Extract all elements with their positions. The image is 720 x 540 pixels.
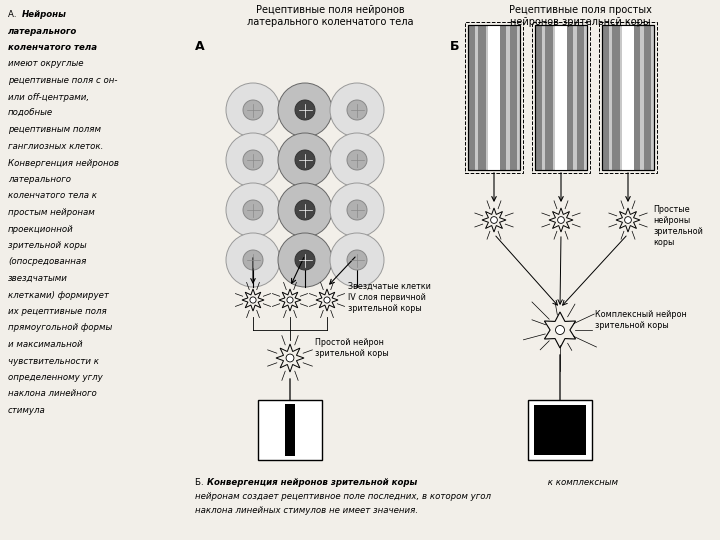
Circle shape	[625, 217, 631, 224]
Text: прямоугольной формы: прямоугольной формы	[8, 323, 112, 333]
Circle shape	[347, 150, 367, 170]
Circle shape	[490, 217, 498, 224]
Text: или off-центрами,: или off-центрами,	[8, 92, 89, 102]
Circle shape	[287, 297, 293, 303]
Bar	[535, 25, 542, 170]
Circle shape	[278, 83, 332, 137]
Circle shape	[243, 250, 263, 270]
Circle shape	[330, 233, 384, 287]
Bar	[602, 25, 654, 170]
Text: Б: Б	[450, 40, 459, 53]
Bar	[487, 25, 500, 170]
Circle shape	[226, 83, 280, 137]
Bar	[468, 25, 520, 170]
Bar	[546, 25, 553, 170]
Text: коленчатого тела к: коленчатого тела к	[8, 192, 97, 200]
Text: подобные: подобные	[8, 109, 53, 118]
Circle shape	[295, 200, 315, 220]
Circle shape	[278, 183, 332, 237]
Text: нейронам создает рецептивное поле последних, в котором угол: нейронам создает рецептивное поле послед…	[195, 492, 491, 501]
Text: и максимальной: и максимальной	[8, 340, 83, 349]
Circle shape	[243, 200, 263, 220]
Circle shape	[330, 133, 384, 187]
Bar	[534, 405, 586, 455]
Text: имеют округлые: имеют округлые	[8, 59, 84, 69]
Bar	[554, 25, 567, 170]
Text: Б.: Б.	[195, 478, 207, 487]
Bar	[577, 25, 584, 170]
Bar	[535, 25, 587, 170]
Text: наклона линейных стимулов не имеет значения.: наклона линейных стимулов не имеет значе…	[195, 506, 418, 515]
Text: рецептивные поля с он-: рецептивные поля с он-	[8, 76, 117, 85]
Text: латерального: латерального	[8, 175, 71, 184]
Circle shape	[347, 250, 367, 270]
Bar	[258, 400, 322, 460]
Bar	[644, 25, 651, 170]
Text: Комплексный нейрон
зрительной коры: Комплексный нейрон зрительной коры	[595, 310, 687, 330]
Bar	[510, 25, 517, 170]
Text: ганглиозных клеток.: ганглиозных клеток.	[8, 142, 104, 151]
Circle shape	[250, 297, 256, 303]
Bar	[633, 25, 641, 170]
Circle shape	[278, 133, 332, 187]
Bar	[602, 25, 654, 170]
Text: клетками) формирует: клетками) формирует	[8, 291, 109, 300]
Text: чувствительности к: чувствительности к	[8, 356, 99, 366]
Text: стимула: стимула	[8, 406, 46, 415]
Text: Конвергенция нейронов: Конвергенция нейронов	[8, 159, 119, 167]
Text: Рецептивные поля нейронов
латерального коленчатого тела: Рецептивные поля нейронов латерального к…	[247, 5, 413, 26]
Circle shape	[226, 233, 280, 287]
Bar	[599, 22, 657, 173]
Circle shape	[226, 183, 280, 237]
Bar	[532, 22, 590, 173]
Text: к комплексным: к комплексным	[545, 478, 618, 487]
Circle shape	[330, 83, 384, 137]
Circle shape	[324, 297, 330, 303]
Text: Звездчатые клетки
IV слоя первичной
зрительной коры: Звездчатые клетки IV слоя первичной зрит…	[348, 282, 431, 313]
Bar	[465, 22, 523, 173]
Bar	[285, 404, 295, 456]
Text: звездчатыми: звездчатыми	[8, 274, 68, 283]
Bar	[528, 400, 592, 460]
Bar	[499, 25, 506, 170]
Circle shape	[556, 326, 564, 334]
Text: А: А	[195, 40, 204, 53]
Circle shape	[295, 250, 315, 270]
Text: (опосредованная: (опосредованная	[8, 258, 86, 267]
Circle shape	[330, 183, 384, 237]
Text: наклона линейного: наклона линейного	[8, 389, 96, 399]
Bar	[622, 25, 634, 170]
Circle shape	[295, 100, 315, 120]
Circle shape	[347, 200, 367, 220]
Text: Конвергенция нейронов зрительной коры: Конвергенция нейронов зрительной коры	[207, 478, 418, 487]
Circle shape	[286, 354, 294, 362]
Text: определенному углу: определенному углу	[8, 373, 103, 382]
Bar	[566, 25, 574, 170]
Circle shape	[243, 100, 263, 120]
Text: проекционной: проекционной	[8, 225, 73, 233]
Circle shape	[347, 100, 367, 120]
Bar	[468, 25, 475, 170]
Bar	[468, 25, 520, 170]
Text: зрительной коры: зрительной коры	[8, 241, 86, 250]
Text: их рецептивные поля: их рецептивные поля	[8, 307, 107, 316]
Text: Простые
нейроны
зрительной
коры: Простые нейроны зрительной коры	[653, 205, 703, 247]
Text: А.: А.	[8, 10, 19, 19]
Bar	[613, 25, 620, 170]
Circle shape	[226, 133, 280, 187]
Text: простым нейронам: простым нейронам	[8, 208, 95, 217]
Text: рецептивным полям: рецептивным полям	[8, 125, 101, 134]
Text: латерального: латерального	[8, 26, 77, 36]
Circle shape	[295, 150, 315, 170]
Circle shape	[557, 217, 564, 224]
Bar	[535, 25, 587, 170]
Text: Рецептивные поля простых
нейронов зрительнсй коры: Рецептивные поля простых нейронов зрител…	[508, 5, 652, 26]
Text: Простой нейрон
зрительной коры: Простой нейрон зрительной коры	[315, 338, 389, 358]
Bar	[478, 25, 486, 170]
Circle shape	[243, 150, 263, 170]
Bar	[602, 25, 609, 170]
Text: коленчатого тела: коленчатого тела	[8, 43, 97, 52]
Circle shape	[278, 233, 332, 287]
Text: Нейроны: Нейроны	[22, 10, 67, 19]
